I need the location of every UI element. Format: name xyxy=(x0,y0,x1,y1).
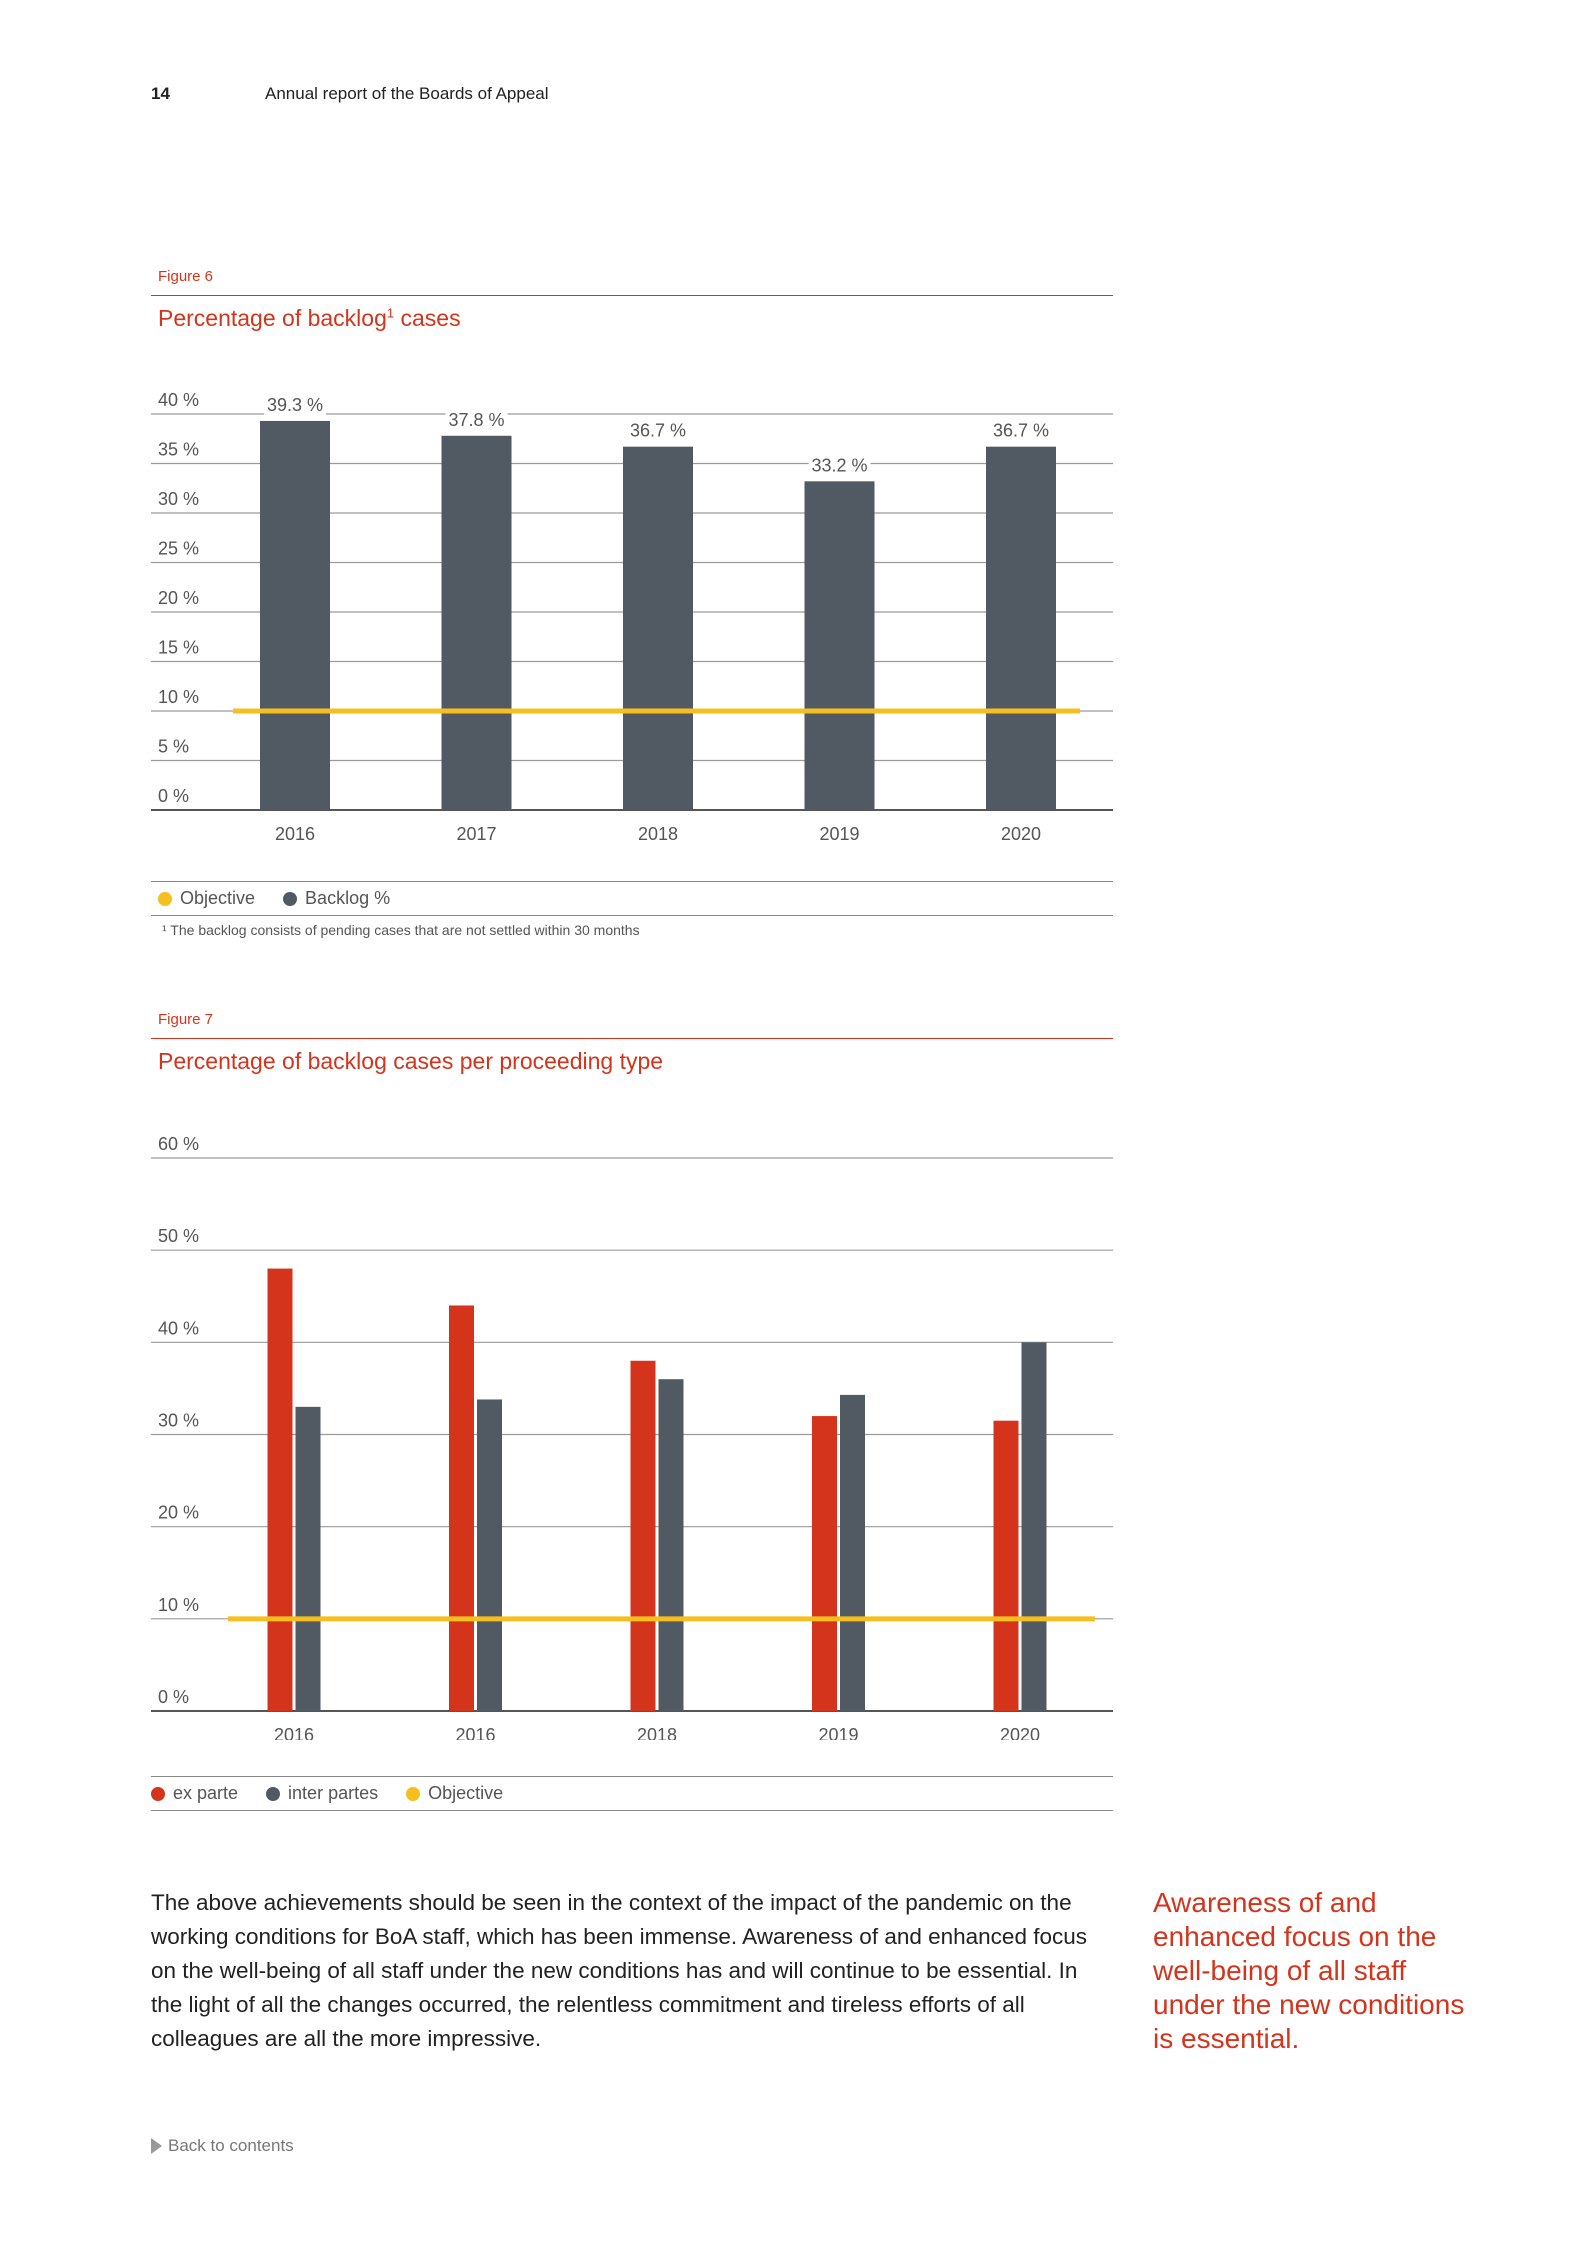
back-to-contents-link[interactable]: Back to contents xyxy=(151,2136,294,2156)
legend-item-backlog: Backlog % xyxy=(283,888,390,909)
figure6-chart: 0 % 5 % 10 % 15 % 20 % 25 % 30 % 35 % 40 % 39.3 %… xyxy=(151,390,1113,844)
data-label-bg xyxy=(264,390,326,417)
x-tick-label: 2019 xyxy=(818,1725,858,1740)
bar-ex-parte xyxy=(449,1305,474,1711)
objective-dot-icon xyxy=(158,891,172,906)
y-tick-label: 40 % xyxy=(158,1318,199,1338)
figure7-legend-rule-bottom xyxy=(151,1810,1113,1811)
y-tick-label: 30 % xyxy=(158,489,199,509)
bar-backlog xyxy=(804,481,875,810)
x-tick-label: 2018 xyxy=(637,1725,677,1740)
y-tick-label: 0 % xyxy=(158,1687,189,1707)
bar-backlog xyxy=(441,435,512,810)
bar-ex-parte xyxy=(630,1360,656,1711)
bar-inter-partes xyxy=(295,1406,321,1711)
x-tick-label: 2020 xyxy=(1000,1725,1040,1740)
data-label-bg xyxy=(808,451,871,478)
figure6-legend: Objective Backlog % xyxy=(158,888,390,909)
y-tick-label: 20 % xyxy=(158,588,199,608)
figure6-rule xyxy=(151,295,1113,296)
bar-inter-partes xyxy=(658,1379,684,1711)
legend-item-objective: Objective xyxy=(158,888,255,909)
figure7-title: Percentage of backlog cases per proceedi… xyxy=(158,1048,664,1074)
figure6-title-superscript: 1 xyxy=(386,305,395,321)
figure6-label: Figure 6 xyxy=(158,268,214,285)
x-tick-label: 2016 xyxy=(455,1725,495,1740)
pull-quote: Awareness of and enhanced focus on the w… xyxy=(1153,1887,1465,2054)
y-tick-label: 40 % xyxy=(158,390,199,410)
ex-parte-dot-icon xyxy=(151,1786,165,1801)
figure7-legend: ex parte inter partes Objective xyxy=(151,1783,503,1804)
bar-ex-parte xyxy=(993,1420,1019,1711)
x-tick-label: 2020 xyxy=(1001,824,1041,844)
bar-inter-partes xyxy=(840,1394,865,1711)
figure6-legend-rule-top xyxy=(151,881,1113,882)
bar-backlog xyxy=(986,446,1056,810)
bar-ex-parte xyxy=(267,1268,293,1711)
x-tick-label: 2017 xyxy=(456,824,496,844)
data-label: 36.7 % xyxy=(630,421,686,441)
y-tick-label: 25 % xyxy=(158,539,199,559)
inter-partes-dot-icon xyxy=(266,1786,281,1801)
x-tick-label: 2019 xyxy=(819,824,859,844)
figure6-legend-rule-bottom xyxy=(151,915,1113,916)
y-tick-label: 10 % xyxy=(158,1595,199,1615)
y-tick-label: 5 % xyxy=(158,737,189,757)
figure7-label: Figure 7 xyxy=(158,1011,214,1028)
figure6-title: Percentage of backlog1 cases xyxy=(158,305,461,331)
data-label: 39.3 % xyxy=(267,395,323,415)
data-label: 37.8 % xyxy=(448,410,504,430)
page-number: 14 xyxy=(151,84,170,103)
legend-item-objective: Objective xyxy=(406,1783,503,1804)
running-header-title: Annual report of the Boards of Appeal xyxy=(265,84,549,103)
body-paragraph: The above achievements should be seen in… xyxy=(151,1890,1087,2051)
data-label: 36.7 % xyxy=(993,421,1049,441)
bar-backlog xyxy=(623,446,693,810)
y-tick-label: 0 % xyxy=(158,786,189,806)
data-label-bg xyxy=(990,416,1052,443)
y-tick-label: 50 % xyxy=(158,1226,199,1246)
figure6-footnote: ¹ The backlog consists of pending cases … xyxy=(162,922,640,938)
y-tick-label: 60 % xyxy=(158,1134,199,1154)
bar-inter-partes xyxy=(1021,1342,1047,1711)
backlog-dot-icon xyxy=(283,891,298,906)
figure7-legend-rule-top xyxy=(151,1776,1113,1777)
figure7-rule xyxy=(151,1038,1113,1039)
objective-dot-icon xyxy=(406,1786,421,1801)
play-triangle-icon xyxy=(151,2138,162,2154)
legend-item-inter-partes: inter partes xyxy=(266,1783,378,1804)
data-label-bg xyxy=(445,405,508,432)
y-tick-label: 30 % xyxy=(158,1411,199,1431)
y-tick-label: 20 % xyxy=(158,1503,199,1523)
figure7-chart: 0 % 10 % 20 % 30 % 40 % 50 % 60 % 2016 2016 2018 2… xyxy=(151,1134,1113,1740)
bar-ex-parte xyxy=(812,1416,837,1711)
data-label-bg xyxy=(627,416,689,443)
bar-inter-partes xyxy=(477,1399,502,1711)
y-tick-label: 35 % xyxy=(158,440,199,460)
x-tick-label: 2018 xyxy=(638,824,678,844)
y-tick-label: 10 % xyxy=(158,687,199,707)
x-tick-label: 2016 xyxy=(274,1725,314,1740)
y-tick-label: 15 % xyxy=(158,638,199,658)
bar-backlog xyxy=(260,420,330,810)
legend-item-ex-parte: ex parte xyxy=(151,1783,238,1804)
x-tick-label: 2016 xyxy=(275,824,315,844)
data-label: 33.2 % xyxy=(811,455,867,475)
